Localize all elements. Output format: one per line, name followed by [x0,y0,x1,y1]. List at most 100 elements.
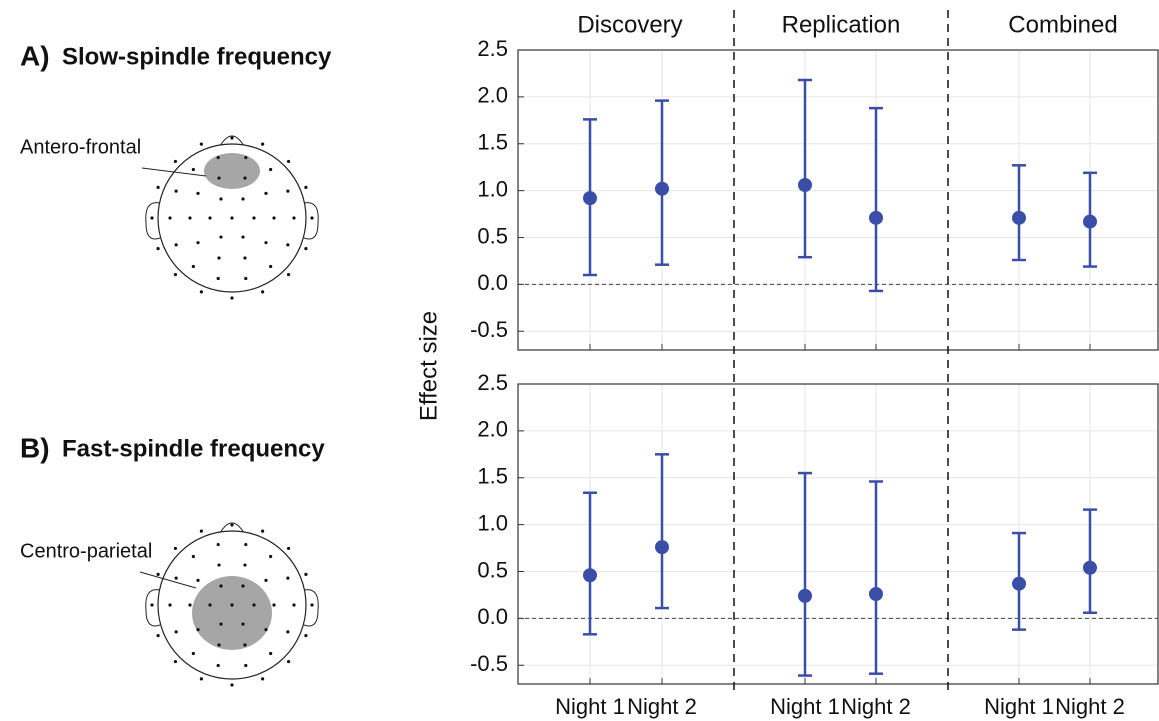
electrode [243,176,247,180]
electrode [173,659,178,664]
y-tick-label: 0.0 [477,270,508,295]
electrode [216,276,220,281]
electrode [219,235,223,239]
electrode [173,272,178,277]
electrode [244,542,248,547]
point [1012,576,1026,591]
point [798,588,812,603]
panel-label: A) [20,40,50,71]
electrode [173,159,178,164]
electrode [219,197,223,201]
electrode [219,584,223,588]
electrode [241,622,245,626]
electrode [269,651,273,656]
electrode [310,216,314,220]
point [655,181,669,196]
electrode [292,216,296,220]
electrode [286,159,291,164]
y-tick-label: 2.5 [477,36,508,61]
electrode [269,554,273,559]
electrode [241,584,245,588]
error-bar [798,78,812,259]
electrode [216,542,220,547]
electrode [174,630,178,634]
electrode [150,216,154,220]
y-tick-label: 1.5 [477,130,508,155]
electrode [174,189,178,193]
group-label: Discovery [577,11,682,38]
x-tick-label: Night 2 [841,694,911,719]
point [1083,560,1097,575]
electrode [174,243,178,247]
electrode [230,296,234,300]
electrode [230,136,234,140]
region-label: Centro-parietal [20,540,152,562]
electrode [191,554,195,559]
electrode [241,235,245,239]
electrode [261,142,265,146]
electrode [241,197,245,201]
electrode [304,634,308,638]
electrode [199,529,203,533]
panel-title: Fast-spindle frequency [62,435,325,462]
electrode [217,176,221,180]
error-bar [869,106,883,293]
region [204,153,260,189]
electrode [199,677,203,681]
y-tick-label: 1.5 [477,464,508,489]
y-tick-label: 1.0 [477,510,508,535]
point [798,178,812,192]
electrode [219,622,223,626]
y-tick-label: -0.5 [470,651,508,676]
electrode [156,247,160,251]
error-bar [655,453,669,610]
electrode [173,546,178,551]
y-tick-label: -0.5 [470,317,508,342]
electrode [264,191,268,195]
x-tick-label: Night 1 [555,694,625,719]
electrode [216,663,220,668]
y-tick-label: 1.0 [477,176,508,201]
panel-title: Slow-spindle frequency [62,43,332,70]
group-label: Replication [782,11,901,38]
electrode [208,603,212,607]
electrode [292,603,296,607]
electrode [188,603,192,607]
electrode [150,603,154,607]
electrode [208,216,212,220]
electrode [168,603,172,607]
electrode [191,264,195,269]
point [869,587,883,601]
electrode [286,630,290,634]
point [655,540,669,555]
point [1083,214,1097,229]
electrode [286,243,290,247]
x-tick-label: Night 2 [1055,694,1125,719]
axes-box [517,49,1159,351]
electrode [196,628,200,632]
electrode [252,216,256,220]
electrode [199,142,203,146]
electrode [244,276,248,281]
electrode [216,155,220,160]
electrode [243,256,247,260]
electrode [264,628,268,632]
electrode [304,247,308,251]
electrode [191,167,195,172]
electrode [217,643,221,647]
electrode [217,563,221,567]
head-ear [145,202,161,240]
electrode [286,272,291,277]
point [583,191,597,206]
electrode [286,189,290,193]
leader-line [141,167,207,177]
electrode [286,546,291,551]
point [869,210,883,225]
electrode [196,578,200,582]
head-ear [303,202,319,240]
electrode [304,185,308,189]
electrode [286,576,290,580]
electrode [196,241,200,245]
head-nose [219,135,245,147]
head-nose [219,522,245,534]
